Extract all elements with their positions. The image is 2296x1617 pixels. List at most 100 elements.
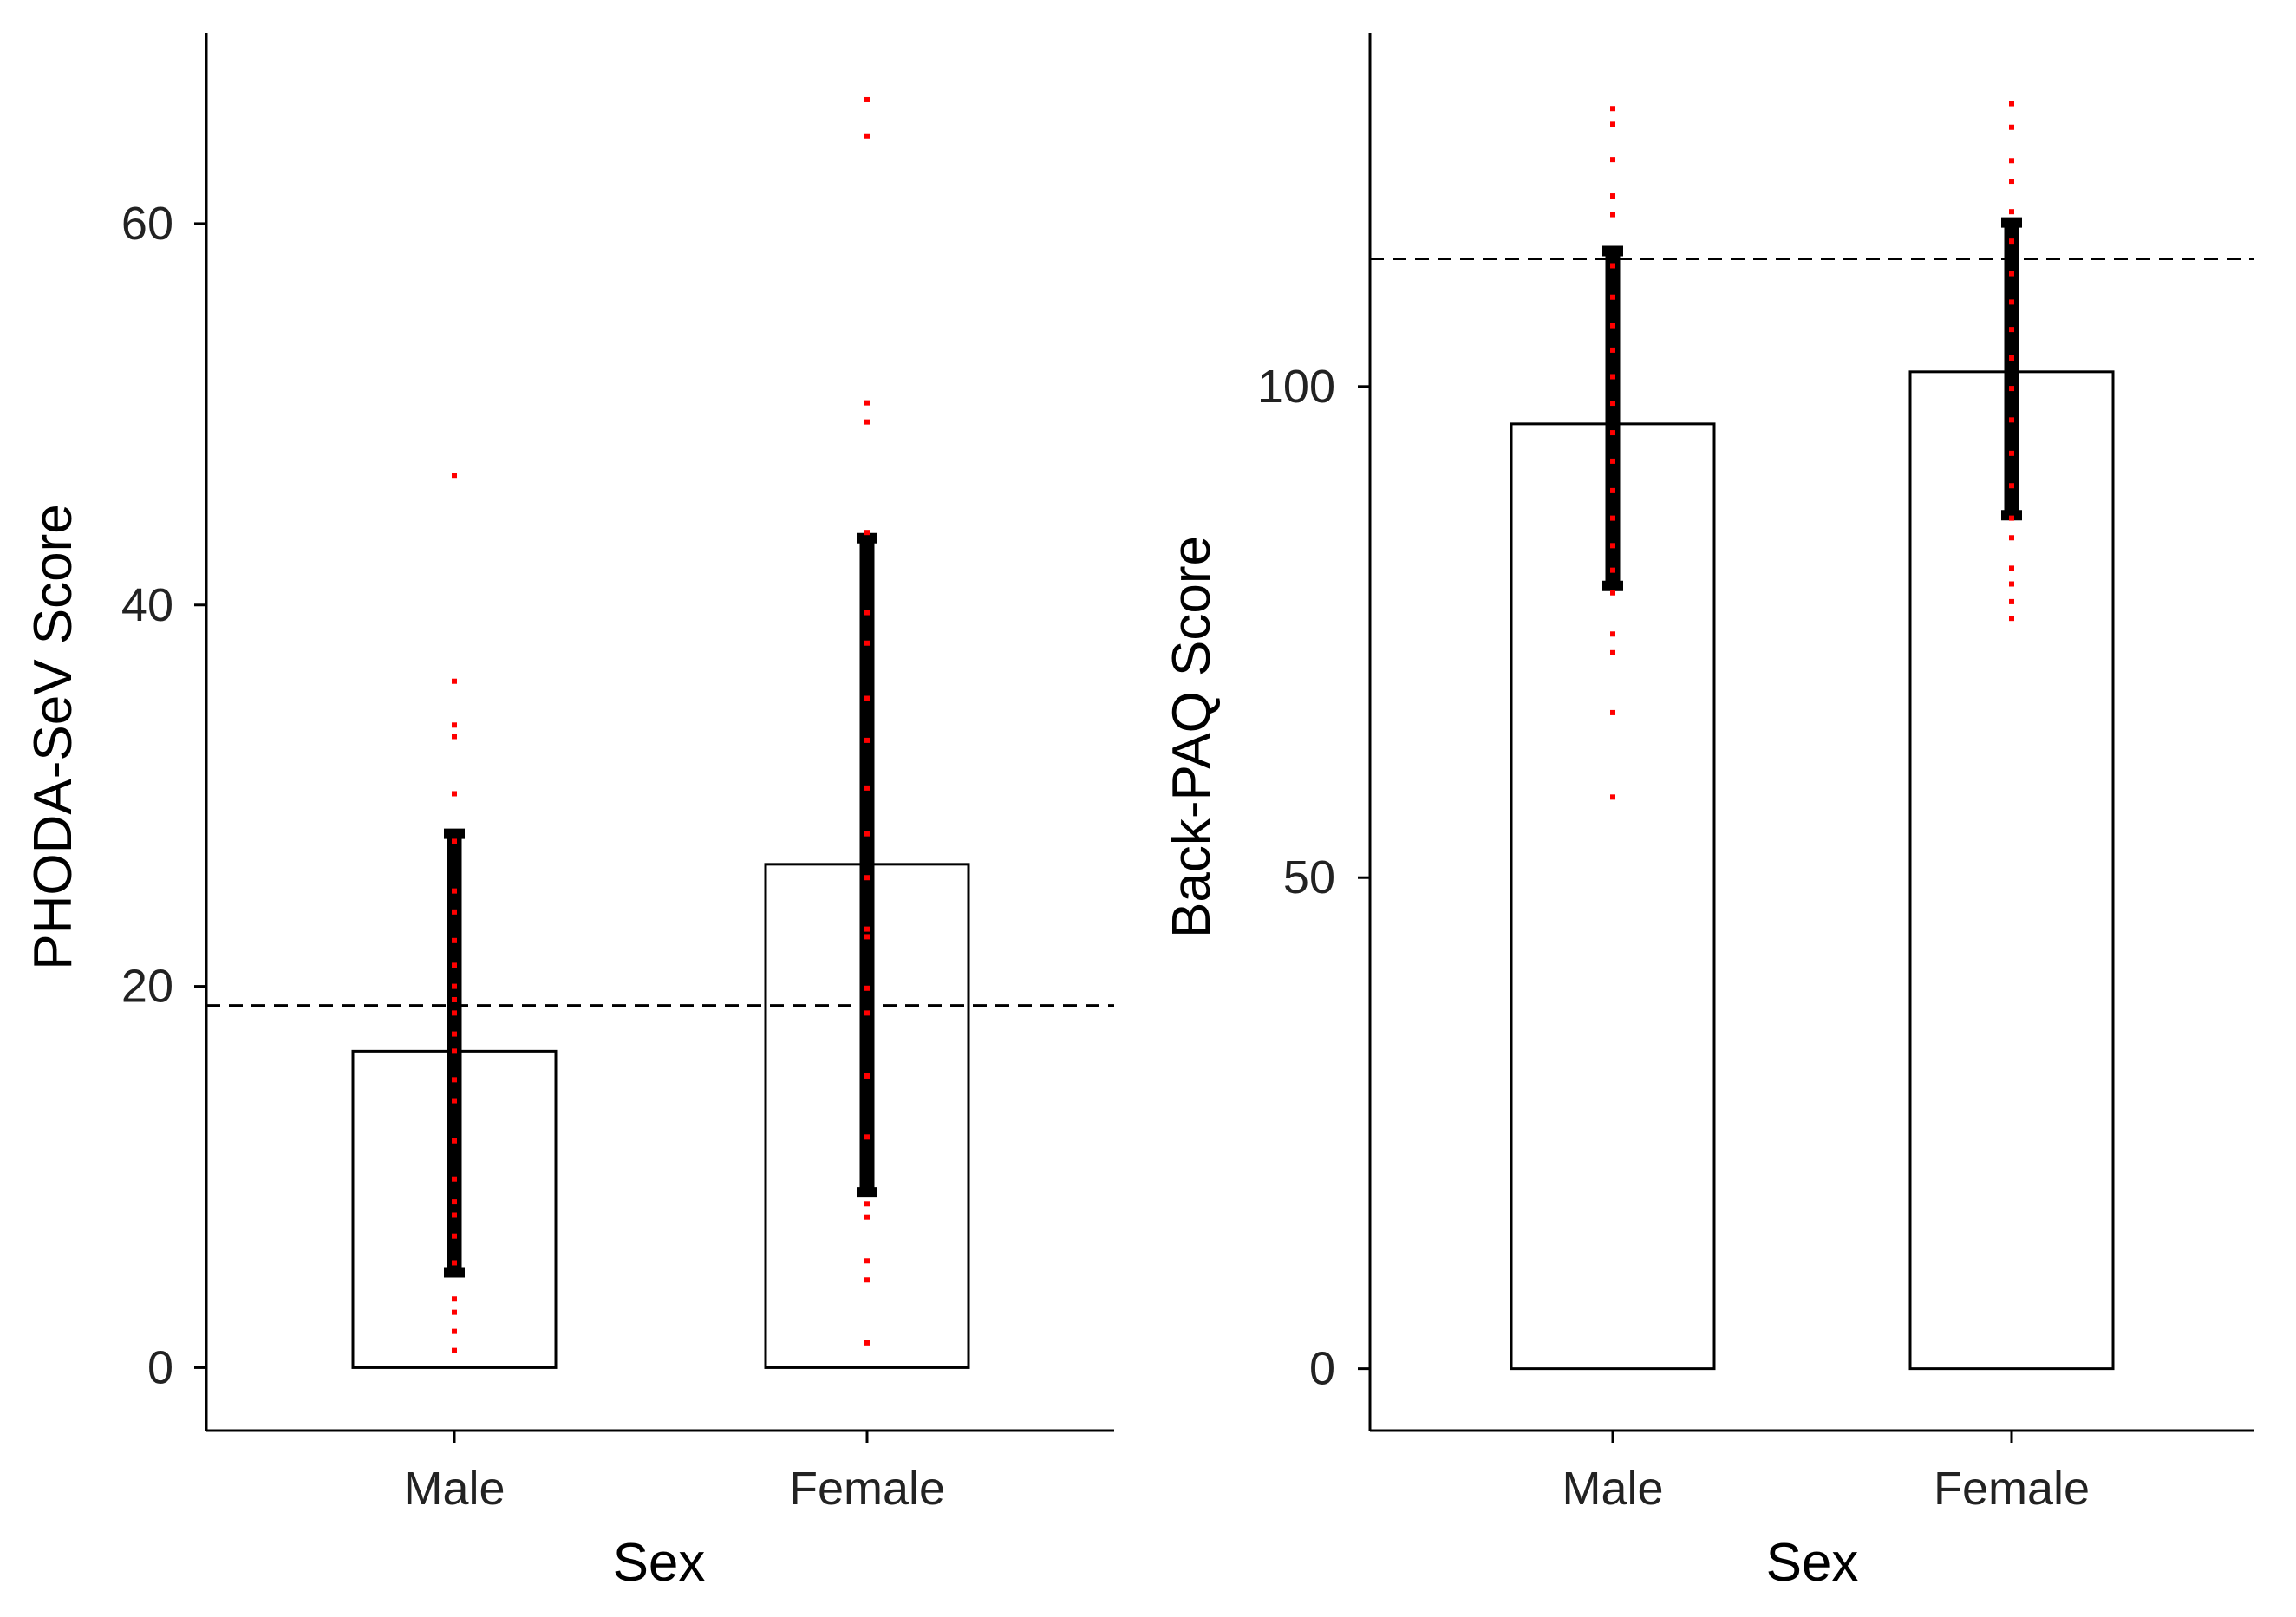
y-tick-label: 40 [121,579,173,631]
data-point [1610,709,1615,715]
data-point [2009,598,2014,604]
data-point [2009,417,2014,423]
data-point [1610,401,1615,407]
data-point [2009,450,2014,456]
data-point [864,875,870,881]
data-point [452,1328,457,1334]
data-point [452,962,457,968]
data-point [452,888,457,894]
data-point [452,1347,457,1353]
data-point [1610,487,1615,493]
data-point [1610,631,1615,637]
data-point [864,1201,870,1207]
data-point [452,996,457,1002]
x-tick-label-male: Male [1562,1463,1663,1515]
data-point [1610,515,1615,521]
data-point [452,937,457,943]
y-tick-label: 0 [1309,1343,1335,1395]
data-point [864,96,870,102]
data-point [864,1073,870,1079]
y-tick-label: 20 [121,961,173,1013]
x-axis-title: Sex [613,1533,706,1593]
data-point [2009,299,2014,305]
x-axis-title: Sex [1766,1533,1859,1593]
data-point [452,1031,457,1037]
data-point [452,1048,457,1054]
data-point [864,831,870,837]
data-point [2009,535,2014,541]
data-point [1610,590,1615,596]
data-point [452,1309,457,1315]
data-point [1610,106,1615,112]
data-point [864,133,870,139]
data-point [864,419,870,425]
data-point [452,734,457,740]
data-point [2009,158,2014,164]
back-paq-panel: 0 50 100 Male Female Sex Back-PAQ Score [1162,33,2254,1593]
data-point [2009,101,2014,107]
data-point [2009,327,2014,333]
y-tick-label: 50 [1283,851,1335,903]
data-point [1610,193,1615,199]
data-point [864,530,870,536]
data-point [1610,323,1615,329]
data-point [452,909,457,915]
y-axis-title: PHODA-SeV Score [23,504,83,970]
data-point [864,934,870,940]
data-point [452,1260,457,1266]
data-point [452,983,457,989]
data-point [1610,294,1615,300]
data-point [1610,567,1615,573]
data-point [2009,209,2014,215]
x-tick-label-female: Female [1934,1463,2090,1515]
data-point [1610,263,1615,269]
data-point [864,640,870,646]
y-tick-label: 0 [147,1341,173,1393]
data-point [2009,483,2014,489]
data-point [2009,616,2014,622]
data-point [452,678,457,684]
data-point [1610,430,1615,436]
bar-female [1908,370,2115,1371]
data-point [452,722,457,728]
data-point [1610,794,1615,800]
data-point [452,791,457,797]
y-axis-title: Back-PAQ Score [1162,536,1222,938]
data-point [2009,355,2014,361]
data-point [2009,238,2014,245]
data-point [1610,543,1615,549]
data-point [452,1010,457,1016]
data-point [864,737,870,743]
data-point [2009,565,2014,571]
data-point [1610,649,1615,655]
data-point [2009,386,2014,392]
y-tick-label: 100 [1257,361,1335,413]
data-point [864,610,870,616]
data-point [452,1296,457,1302]
data-point [864,695,870,701]
data-point [452,473,457,479]
data-point [864,400,870,406]
data-point [864,785,870,791]
data-point [452,1199,457,1205]
data-point [864,1010,870,1016]
data-point [2009,124,2014,130]
data-point [452,1138,457,1144]
x-tick-label-female: Female [789,1463,945,1515]
data-point [1610,121,1615,127]
data-point [452,1233,457,1239]
data-point [1610,374,1615,380]
data-point [864,1214,870,1220]
data-point [452,1077,457,1083]
data-point [2009,515,2014,521]
data-point [864,1134,870,1140]
data-point [452,1098,457,1104]
data-point [2009,179,2014,185]
data-point [1610,458,1615,464]
phoda-panel: 0 20 40 60 Male Female Sex PHODA-SeV Score [23,33,1114,1593]
x-tick-label-male: Male [403,1463,505,1515]
data-point [452,1176,457,1182]
data-point [864,1258,870,1264]
data-point [1610,157,1615,163]
